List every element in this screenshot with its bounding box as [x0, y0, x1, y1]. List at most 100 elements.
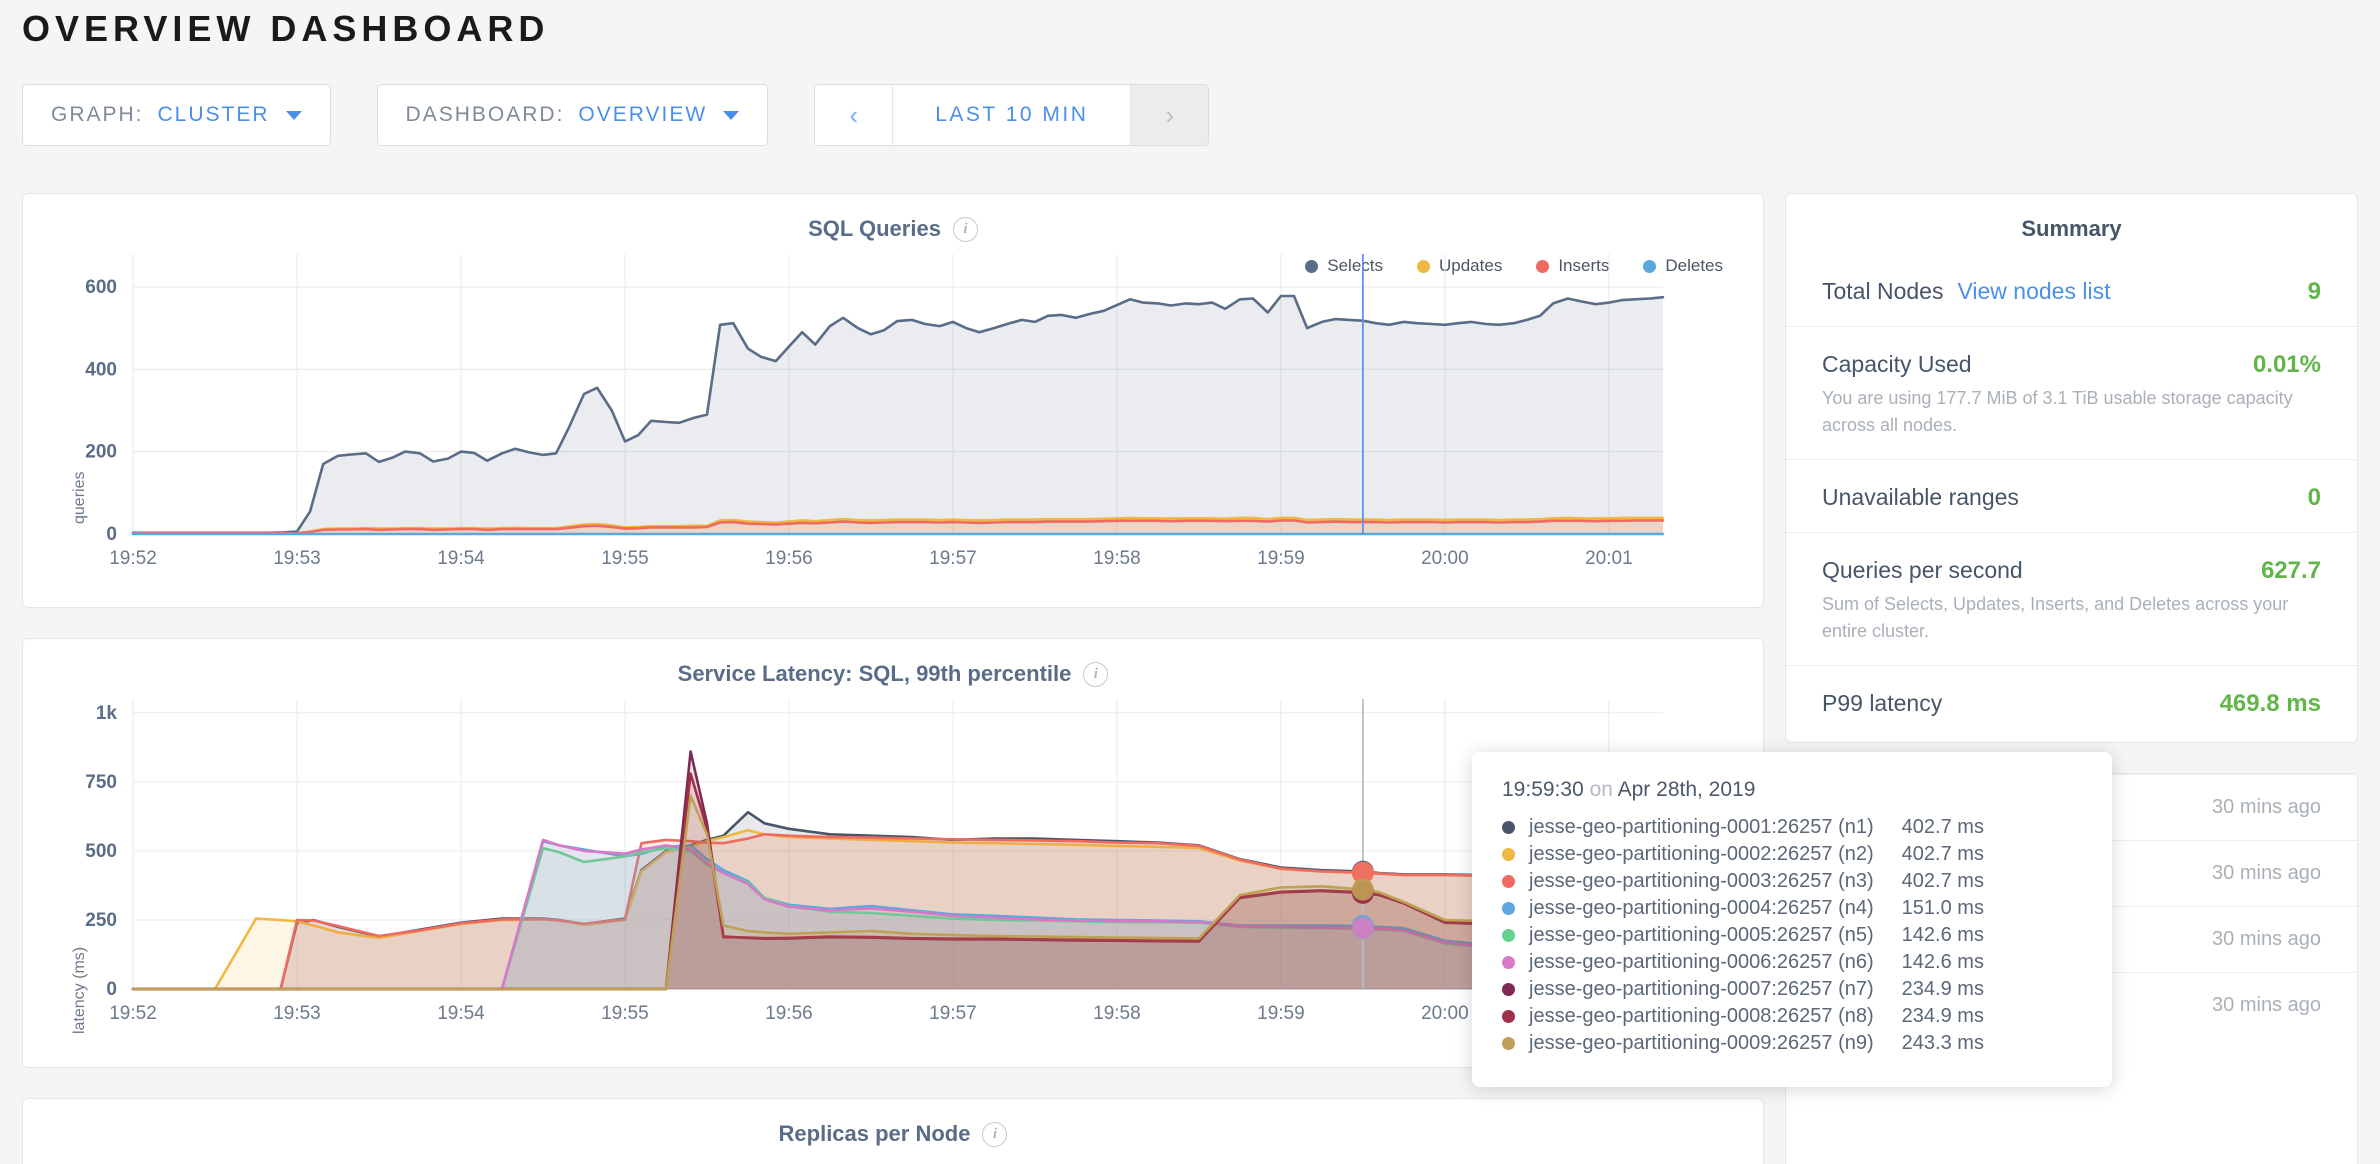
legend-dot-icon: [1417, 259, 1430, 273]
summary-label: Capacity Used: [1822, 351, 1972, 377]
x-tick-label: 19:54: [437, 1003, 485, 1024]
x-tick-label: 19:59: [1257, 1003, 1305, 1024]
y-tick-label: 0: [106, 979, 117, 1000]
events-rows: Table Created: User root cr…30 mins agoS…: [1786, 774, 2357, 1038]
tooltip-node-name: jesse-geo-partitioning-0001:26257 (n1): [1529, 816, 1874, 838]
summary-value: 469.8 ms: [2219, 690, 2321, 717]
time-range-selector: ‹ LAST 10 MIN ›: [814, 84, 1210, 146]
graph-dropdown[interactable]: GRAPH: CLUSTER: [22, 84, 331, 146]
tooltip-color-dot-icon: [1502, 902, 1515, 915]
tooltip-node-value: 151.0 ms: [1901, 897, 1984, 919]
y-tick-label: 200: [85, 442, 117, 463]
x-tick-label: 20:01: [1585, 548, 1633, 569]
chart-title: SQL Queries: [808, 216, 941, 241]
tooltip-color-dot-icon: [1502, 1037, 1515, 1050]
series-line-Selects: [131, 294, 1665, 535]
tooltip-node-row: jesse-geo-partitioning-0009:26257 (n9) 24…: [1502, 1030, 2082, 1057]
tooltip-node-name: jesse-geo-partitioning-0009:26257 (n9): [1529, 1032, 1874, 1054]
tooltip-node-row: jesse-geo-partitioning-0005:26257 (n5) 14…: [1502, 922, 2082, 949]
graph-dropdown-value: CLUSTER: [157, 103, 270, 126]
y-tick-label: 500: [85, 841, 117, 862]
tooltip-color-dot-icon: [1502, 848, 1515, 861]
sql-queries-plot[interactable]: queries 0 200 400 600 19:52 19:53 19:54 19:55 19…: [23, 194, 1763, 607]
summary-row-head: Unavailable ranges 0: [1822, 484, 2321, 512]
tooltip-color-dot-icon: [1502, 821, 1515, 834]
info-icon[interactable]: i: [982, 1121, 1008, 1147]
y-tick-label: 0: [106, 524, 117, 545]
summary-value: 0.01%: [2252, 351, 2321, 378]
tooltip-color-dot-icon: [1502, 875, 1515, 888]
tooltip-node-name: jesse-geo-partitioning-0005:26257 (n5): [1529, 924, 1874, 946]
tooltip-node-name: jesse-geo-partitioning-0006:26257 (n6): [1529, 951, 1874, 973]
x-tick-label: 19:57: [929, 548, 977, 569]
summary-value: 9: [2307, 278, 2321, 305]
x-tick-label: 19:55: [601, 1003, 649, 1024]
legend-item-selects[interactable]: Selects: [1305, 256, 1383, 276]
tooltip-node-value: 142.6 ms: [1901, 951, 1984, 973]
summary-row-head: P99 latency 469.8 ms: [1822, 690, 2321, 718]
chevron-left-icon[interactable]: ‹: [815, 85, 894, 145]
summary-row-head: Capacity Used 0.01%: [1822, 351, 2321, 379]
chevron-right-icon[interactable]: ›: [1130, 85, 1209, 145]
info-icon[interactable]: i: [1083, 661, 1109, 687]
tooltip-time: 19:59:30: [1502, 778, 1584, 801]
chart-legend: Selects Updates Inserts Deletes: [1305, 256, 1723, 276]
y-tick-label: 600: [85, 277, 117, 298]
dashboard-dropdown[interactable]: DASHBOARD: OVERVIEW: [376, 84, 769, 146]
service-latency-card: Service Latency: SQL, 99th percentile i …: [22, 638, 1764, 1068]
latency-tooltip: 19:59:30 on Apr 28th, 2019 jesse-geo-par…: [1472, 752, 2112, 1087]
legend-dot-icon: [1643, 259, 1657, 273]
crosshair-marker-n6: [1351, 917, 1374, 940]
y-tick-label: 750: [85, 772, 117, 793]
summary-rows: Total Nodes View nodes list 9 Capacity Used…: [1786, 254, 2357, 738]
tooltip-node-row: jesse-geo-partitioning-0004:26257 (n4) 15…: [1502, 895, 2082, 922]
tooltip-node-row: jesse-geo-partitioning-0001:26257 (n1) 40…: [1502, 814, 2082, 841]
summary-row: Unavailable ranges 0: [1786, 459, 2357, 532]
service-latency-svg[interactable]: 0 250 500 750 1k 19:52 19:53 19:54 19:55 19:56 19:…: [23, 639, 1763, 1067]
summary-value: 0: [2307, 484, 2321, 511]
tooltip-node-value: 142.6 ms: [1901, 924, 1984, 946]
chevron-down-icon: [723, 110, 740, 120]
tooltip-node-row: jesse-geo-partitioning-0002:26257 (n2) 40…: [1502, 841, 2082, 868]
chart-title: Service Latency: SQL, 99th percentile: [677, 661, 1072, 686]
tooltip-node-name: jesse-geo-partitioning-0004:26257 (n4): [1529, 897, 1874, 919]
time-range-label[interactable]: LAST 10 MIN: [935, 103, 1089, 126]
legend-item-inserts[interactable]: Inserts: [1536, 256, 1609, 276]
legend-item-deletes[interactable]: Deletes: [1643, 256, 1723, 276]
x-tick-label: 19:56: [765, 1003, 813, 1024]
legend-dot-icon: [1536, 259, 1550, 273]
sql-queries-title-row: SQL Queries i: [23, 194, 1763, 242]
summary-row: P99 latency 469.8 ms: [1786, 665, 2357, 738]
legend-item-updates[interactable]: Updates: [1417, 256, 1502, 276]
y-tick-label: 250: [85, 910, 117, 931]
tooltip-node-row: jesse-geo-partitioning-0006:26257 (n6) 14…: [1502, 949, 2082, 976]
summary-row: Capacity Used 0.01% You are using 177.7 Mi…: [1786, 326, 2357, 459]
dashboard-dropdown-label: DASHBOARD:: [405, 103, 565, 126]
view-nodes-list-link[interactable]: View nodes list: [1957, 278, 2111, 304]
summary-row-head: Total Nodes View nodes list 9: [1822, 278, 2321, 306]
x-tick-label: 19:57: [929, 1003, 977, 1024]
info-icon[interactable]: i: [952, 216, 978, 242]
series-line-Inserts: [131, 519, 1665, 535]
toolbar: GRAPH: CLUSTER DASHBOARD: OVERVIEW ‹ LAS…: [22, 84, 1210, 146]
chart-title: Replicas per Node: [778, 1121, 971, 1146]
service-latency-plot[interactable]: latency (ms) 0 250 500 750 1k 19:52 19:53 19:54…: [23, 639, 1763, 1067]
sql-queries-card: SQL Queries i Selects Updates Inserts Delet…: [22, 193, 1764, 608]
x-tick-label: 19:54: [437, 548, 485, 569]
series-area-n9: [133, 795, 1663, 989]
legend-label: Inserts: [1558, 256, 1610, 275]
series-area-n7: [133, 751, 1663, 989]
tooltip-color-dot-icon: [1502, 983, 1515, 996]
replicas-title-row: Replicas per Node i: [23, 1099, 1763, 1147]
tooltip-node-value: 243.3 ms: [1901, 1032, 1984, 1054]
tooltip-date: Apr 28th, 2019: [1617, 778, 1756, 801]
sql-queries-svg[interactable]: 0 200 400 600 19:52 19:53 19:54 19:55 19:56 19:57…: [23, 194, 1763, 607]
summary-row: Queries per second 627.7 Sum of Selects, U…: [1786, 532, 2357, 665]
tooltip-node-row: jesse-geo-partitioning-0008:26257 (n8) 23…: [1502, 1003, 2082, 1030]
x-tick-label: 19:56: [765, 548, 813, 569]
graph-dropdown-label: GRAPH:: [51, 103, 144, 126]
x-tick-label: 20:00: [1421, 548, 1469, 569]
tooltip-node-value: 234.9 ms: [1901, 1005, 1984, 1027]
tooltip-color-dot-icon: [1502, 929, 1515, 942]
